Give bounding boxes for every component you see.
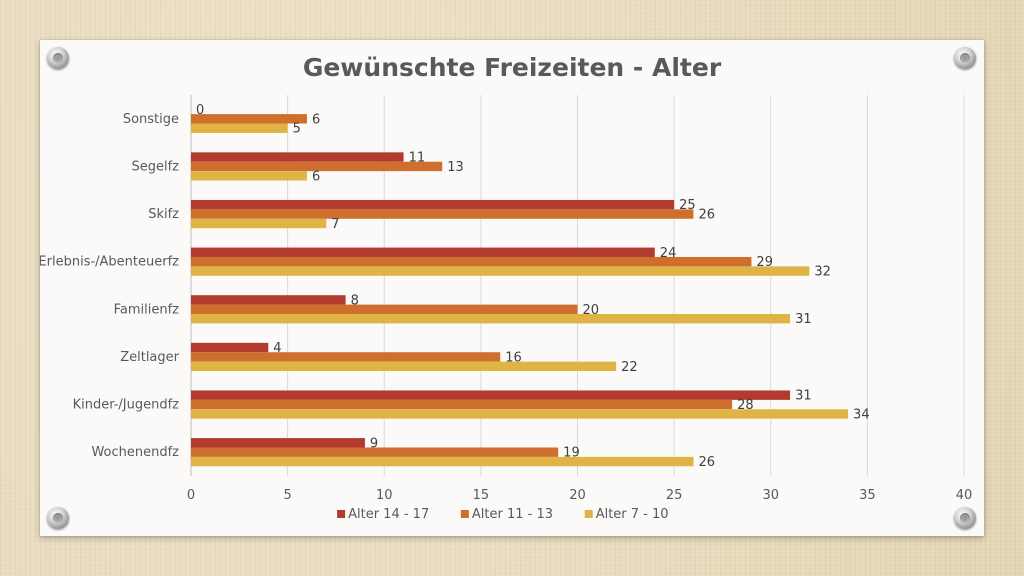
category-label: Erlebnis-/Abenteuerfz [40,255,179,270]
data-label: 13 [447,160,464,175]
category-axis: Sonstige Segelfz Skifz Erlebnis-/Abenteuerf… [40,112,180,460]
data-label: 24 [660,246,677,261]
data-label: 6 [312,112,320,127]
data-label: 16 [505,350,522,365]
data-label: 32 [814,265,831,280]
bar [191,114,307,124]
legend-swatch [584,510,593,518]
bars [191,114,849,467]
legend-label: Alter 14 - 17 [348,507,429,522]
chart-board: Gewünschte Freizeiten - Alter 0 6 5 11 13 6 25… [40,40,984,536]
bar [191,456,694,467]
bar [191,304,578,315]
category-label: Sonstige [123,112,179,127]
screw-icon [47,47,69,69]
bar [191,314,791,324]
category-label: Skifz [148,207,179,222]
bar [191,256,752,267]
bar [191,123,288,133]
data-label: 25 [679,198,696,213]
bar [191,161,443,172]
bar [191,342,269,353]
x-tick-label: 5 [283,488,291,503]
bar [191,152,404,162]
data-label: 26 [698,455,715,470]
data-label: 5 [293,122,301,137]
data-label: 7 [331,217,339,232]
bar [191,409,849,419]
bar [191,438,365,448]
gridlines [190,95,965,476]
bar [191,218,327,229]
data-label: 31 [795,312,812,327]
data-label: 6 [312,169,320,184]
legend: Alter 14 - 17 Alter 11 - 13 Alter 7 - 10 [337,507,669,522]
data-label: 9 [370,436,378,451]
x-tick-label: 35 [859,488,876,503]
screw-icon [954,507,976,529]
x-tick-label: 40 [956,488,973,503]
legend-label: Alter 7 - 10 [596,507,669,522]
legend-swatch [337,510,346,518]
bar [191,447,559,457]
data-label: 11 [409,151,426,166]
category-label: Familienfz [114,302,180,317]
x-tick-label: 25 [666,488,683,503]
data-label: 4 [273,341,281,356]
screw-icon [954,47,976,69]
x-tick-label: 30 [762,488,779,503]
category-label: Zeltlager [120,350,179,365]
data-label: 0 [196,103,204,118]
x-tick-label: 0 [187,488,195,503]
bar-chart: Gewünschte Freizeiten - Alter 0651113625… [40,53,972,522]
data-label: 26 [698,208,715,223]
bar [191,295,346,305]
data-label: 28 [737,398,754,413]
category-label: Segelfz [131,159,179,174]
data-label: 20 [583,303,600,318]
x-tick-label: 20 [569,488,586,503]
data-label: 34 [853,407,870,422]
bar [191,247,655,257]
bar [191,390,791,400]
bar [191,352,501,362]
data-label: 31 [795,389,812,404]
bar [191,199,675,210]
bar [191,399,733,410]
screw-icon [47,507,69,529]
bar [191,266,810,276]
data-label: 19 [563,446,580,461]
data-label: 8 [351,293,359,308]
chart-title: Gewünschte Freizeiten - Alter [303,53,722,82]
data-label: 29 [756,255,773,270]
x-tick-label: 15 [473,488,490,503]
legend-swatch [460,510,469,518]
bar [191,361,617,372]
x-tick-label: 10 [376,488,393,503]
legend-label: Alter 11 - 13 [472,507,553,522]
category-label: Kinder-/Jugendfz [73,398,180,413]
data-label: 22 [621,360,638,375]
category-label: Wochenendfz [91,445,179,460]
value-axis: 0 5 10 15 20 25 30 35 40 [187,488,972,503]
bar [191,171,307,181]
bar [191,209,694,219]
